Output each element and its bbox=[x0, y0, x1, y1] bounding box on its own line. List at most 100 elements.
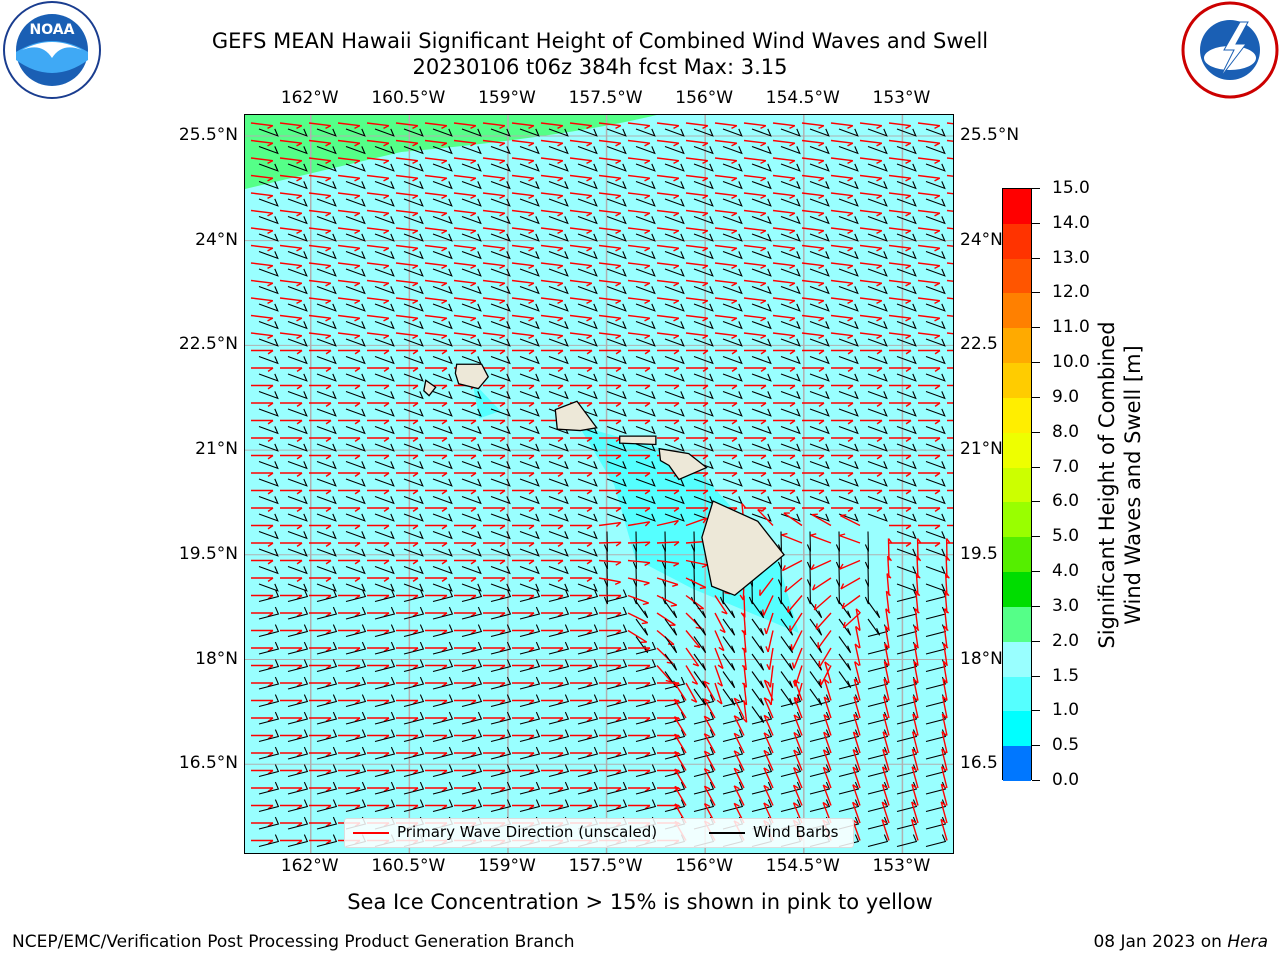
wave-direction-arrow bbox=[852, 802, 861, 824]
wave-direction-arrowhead bbox=[789, 212, 796, 217]
wind-barb bbox=[867, 425, 888, 435]
wind-barb bbox=[693, 180, 714, 190]
wind-barb bbox=[345, 460, 366, 470]
wind-barb bbox=[577, 215, 598, 225]
wave-direction-arrowhead bbox=[905, 265, 912, 270]
wave-direction-arrowhead bbox=[884, 643, 890, 649]
wind-barb bbox=[722, 408, 743, 417]
wind-barb bbox=[490, 565, 511, 575]
wave-direction-arrow bbox=[424, 227, 447, 232]
ocean-2-3m bbox=[245, 115, 953, 853]
wind-barb bbox=[287, 460, 308, 470]
wave-direction-arrow bbox=[763, 732, 774, 754]
wind-barb bbox=[548, 729, 570, 743]
wave-direction-arrow bbox=[279, 244, 302, 249]
wave-direction-arrow bbox=[685, 665, 699, 685]
wind-barb bbox=[403, 530, 424, 540]
wave-direction-arrowhead bbox=[763, 749, 770, 755]
wave-direction-arrowhead bbox=[840, 583, 845, 590]
wind-barb bbox=[403, 641, 425, 655]
wave-direction-arrowhead bbox=[470, 559, 477, 565]
wave-direction-arrowhead bbox=[644, 787, 651, 792]
wind-barb bbox=[577, 641, 599, 655]
wave-direction-arrowhead bbox=[499, 230, 506, 235]
wind-barb bbox=[809, 180, 830, 190]
wind-barb bbox=[896, 285, 917, 295]
wave-direction-arrow bbox=[424, 122, 447, 127]
wave-direction-arrow bbox=[942, 661, 948, 684]
wind-barb bbox=[838, 460, 859, 470]
wind-barb bbox=[664, 425, 685, 435]
wind-barb bbox=[896, 816, 918, 830]
wind-barb bbox=[490, 303, 511, 312]
wave-direction-arrowhead bbox=[702, 300, 709, 305]
wind-barb bbox=[809, 781, 831, 795]
wind-barb bbox=[577, 303, 598, 312]
wave-direction-arrowhead bbox=[818, 160, 825, 165]
wave-direction-arrowhead bbox=[441, 265, 448, 270]
wave-direction-arrowhead bbox=[557, 454, 564, 460]
wind-barb bbox=[867, 816, 889, 830]
wind-barb bbox=[374, 338, 395, 347]
wave-direction-arrow bbox=[482, 314, 505, 319]
wind-barb bbox=[809, 460, 830, 470]
wind-barb bbox=[461, 676, 483, 690]
wave-direction-arrowhead bbox=[615, 230, 622, 235]
wave-direction-arrow bbox=[822, 767, 832, 789]
wave-direction-arrowhead bbox=[412, 664, 419, 670]
wind-barb bbox=[809, 478, 830, 487]
wave-direction-arrow bbox=[801, 227, 824, 232]
wave-direction-arrowhead bbox=[267, 752, 274, 757]
wind-barb bbox=[838, 729, 860, 743]
wave-direction-arrow bbox=[743, 682, 748, 705]
wave-direction-arrow bbox=[453, 122, 476, 127]
wave-direction-arrow bbox=[793, 679, 803, 701]
wave-direction-arrowhead bbox=[934, 230, 941, 235]
wave-direction-arrow bbox=[482, 279, 505, 284]
wave-direction-arrow bbox=[823, 732, 832, 754]
wave-direction-arrowhead bbox=[528, 247, 535, 252]
wave-direction-arrow bbox=[656, 122, 679, 127]
wave-direction-arrowhead bbox=[733, 697, 740, 702]
wave-direction-arrowhead bbox=[470, 787, 477, 792]
wave-direction-arrowhead bbox=[441, 384, 448, 390]
wave-direction-arrowhead bbox=[557, 349, 564, 355]
wave-direction-arrow bbox=[424, 157, 447, 162]
wave-direction-arrowhead bbox=[815, 623, 818, 630]
wave-direction-arrow bbox=[859, 332, 882, 337]
wave-direction-arrowhead bbox=[586, 699, 593, 705]
wave-direction-arrowhead bbox=[839, 533, 846, 537]
wind-barb bbox=[287, 641, 309, 655]
wave-direction-arrow bbox=[772, 174, 795, 179]
wave-direction-arrowhead bbox=[441, 472, 448, 477]
wind-barb bbox=[403, 548, 424, 557]
wind-barb bbox=[548, 799, 570, 813]
wave-direction-arrowhead bbox=[818, 300, 825, 305]
wind-barb bbox=[751, 425, 772, 435]
wind-barb bbox=[490, 128, 511, 137]
wave-direction-arrowhead bbox=[586, 734, 593, 740]
wave-direction-arrowhead bbox=[383, 787, 390, 792]
wind-barb bbox=[896, 180, 917, 190]
wave-direction-arrowhead bbox=[944, 608, 950, 614]
wave-direction-arrowhead bbox=[267, 822, 274, 827]
wave-direction-arrow bbox=[801, 332, 824, 337]
wave-direction-arrowhead bbox=[412, 769, 419, 775]
wave-direction-arrow bbox=[885, 591, 890, 614]
wave-direction-arrow bbox=[511, 209, 534, 214]
wind-barb bbox=[548, 373, 569, 382]
wave-direction-arrowhead bbox=[915, 590, 921, 597]
wind-barb bbox=[519, 425, 540, 435]
colorbar-tick bbox=[1032, 780, 1040, 781]
wave-direction-arrowhead bbox=[615, 300, 622, 305]
wind-barb bbox=[838, 478, 859, 487]
wave-direction-arrowhead bbox=[847, 212, 854, 217]
wave-direction-arrow bbox=[888, 314, 911, 319]
wind-barb bbox=[693, 694, 715, 708]
wave-direction-arrow bbox=[511, 314, 534, 319]
wind-barb bbox=[316, 624, 338, 638]
wave-direction-arrow bbox=[888, 227, 911, 232]
wave-direction-arrow bbox=[627, 209, 650, 214]
wind-barb bbox=[925, 425, 946, 435]
wave-direction-arrow bbox=[656, 594, 678, 606]
